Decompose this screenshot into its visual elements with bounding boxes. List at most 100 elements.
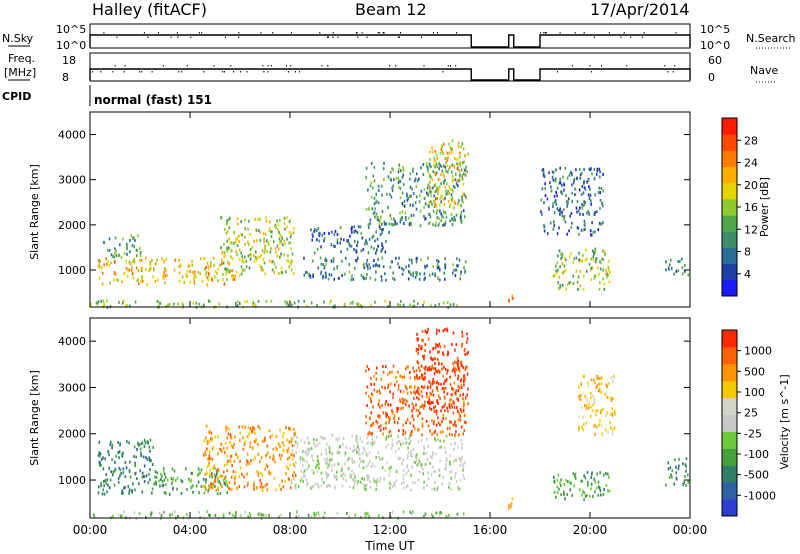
cell-0-3-45 (320, 270, 323, 274)
cell-1-3-364 (415, 453, 418, 457)
cell-1-5-37 (461, 330, 463, 334)
cell-0-11-58 (452, 303, 455, 307)
cell-1-6-34 (583, 491, 585, 495)
cell-0-11-82 (237, 300, 239, 304)
cell-0-8-131 (588, 167, 591, 171)
cell-0-6-21 (466, 170, 468, 174)
cell-1-3-395 (427, 444, 429, 448)
cell-0-2-60 (240, 220, 242, 224)
cell-1-2-106 (211, 486, 214, 490)
cell-1-0-130 (124, 485, 126, 489)
cell-1-5-138 (446, 353, 449, 357)
cell-0-3-134 (415, 260, 418, 264)
cell-1-0-72 (134, 472, 136, 476)
cell-0-2-191 (286, 216, 288, 220)
cell-0-7-76 (568, 281, 570, 285)
cell-0-11-109 (409, 303, 411, 307)
cell-0-8-126 (583, 186, 586, 190)
cell-0-4-89 (357, 225, 360, 229)
cell-1-3-234 (426, 483, 428, 487)
cell-1-0-42 (118, 450, 121, 454)
cell-1-0-86 (99, 452, 102, 456)
cell-1-1-40 (191, 471, 194, 475)
cell-1-3-300 (457, 445, 460, 449)
cell-0-7-71 (608, 280, 611, 284)
cell-0-7-82 (565, 287, 567, 291)
freq-line (89, 65, 691, 81)
cell-1-10-113 (235, 510, 237, 514)
cell-1-1-58 (214, 484, 216, 488)
cell-1-10-50 (244, 510, 246, 514)
cell-1-3-378 (431, 465, 434, 469)
cell-0-8-180 (582, 204, 585, 207)
cell-0-5-38 (424, 202, 427, 206)
cell-1-8-12 (675, 465, 677, 469)
cell-0-8-187 (570, 171, 573, 175)
cell-1-5-176 (424, 343, 427, 347)
cell-0-0-119 (133, 260, 136, 264)
cell-0-6-118 (437, 189, 440, 193)
cell-1-4-238 (444, 386, 447, 390)
cell-0-7-60 (598, 287, 601, 291)
cell-0-7-0 (592, 255, 595, 259)
cell-0-5-72 (455, 182, 458, 186)
cell-1-6-23 (590, 482, 593, 486)
cell-1-4-58 (407, 365, 409, 369)
cell-1-10-52 (163, 510, 165, 514)
cell-0-7-42 (604, 252, 606, 256)
cell-0-2-82 (276, 254, 279, 258)
cell-1-4-191 (399, 389, 402, 393)
cell-1-1-83 (162, 483, 165, 487)
cell-1-0-127 (119, 443, 121, 447)
cell-1-7-21 (596, 384, 598, 388)
cell-1-9-2 (508, 503, 510, 507)
cell-1-3-340 (387, 435, 390, 438)
cell-0-2-67 (238, 248, 241, 252)
cell-1-5-56 (421, 394, 423, 398)
cell-1-3-13 (439, 439, 441, 443)
cell-1-1-50 (203, 491, 206, 495)
cell-0-8-190 (590, 199, 592, 203)
cell-0-6-56 (461, 142, 464, 146)
cell-0-2-45 (255, 250, 257, 254)
cell-0-5-92 (441, 169, 444, 173)
cell-0-6-59 (429, 157, 431, 161)
cell-1-0-110 (143, 438, 146, 442)
cell-0-8-53 (566, 200, 568, 204)
cell-0-3-31 (352, 277, 355, 281)
cell-0-6-20 (433, 184, 436, 188)
cell-0-5-241 (444, 222, 446, 226)
cell-1-3-405 (391, 484, 394, 488)
cell-1-3-355 (329, 484, 331, 488)
cell-1-2-86 (229, 460, 231, 464)
cell-1-3-98 (334, 486, 337, 490)
cell-1-3-321 (438, 446, 441, 450)
cell-0-3-161 (460, 270, 462, 274)
cell-0-4-28 (353, 248, 355, 251)
cell-0-6-115 (453, 157, 456, 160)
cell-1-2-253 (203, 485, 205, 489)
cell-0-8-163 (596, 167, 599, 171)
cell-0-3-154 (410, 273, 412, 276)
cell-1-5-57 (447, 409, 449, 413)
cell-0-11-60 (173, 302, 175, 306)
cell-1-4-305 (414, 385, 416, 389)
cell-1-2-147 (266, 444, 269, 448)
cell-0-11-47 (246, 300, 249, 304)
cell-1-2-54 (234, 435, 236, 439)
cell-1-0-34 (97, 491, 100, 495)
cell-1-4-308 (373, 374, 375, 378)
cell-0-6-3 (431, 178, 433, 181)
freq-dot-53 (290, 65, 292, 67)
cell-1-6-62 (594, 490, 596, 494)
cell-1-8-25 (687, 480, 690, 484)
cell-1-3-338 (439, 459, 441, 463)
cell-0-7-74 (582, 254, 584, 257)
cell-1-3-424 (366, 453, 369, 457)
cell-0-0-162 (226, 260, 229, 264)
cell-0-5-286 (403, 168, 405, 172)
cell-1-10-68 (445, 515, 448, 519)
cell-0-5-131 (449, 219, 451, 223)
cell-0-0-110 (189, 269, 191, 273)
cell-1-6-12 (583, 498, 585, 502)
